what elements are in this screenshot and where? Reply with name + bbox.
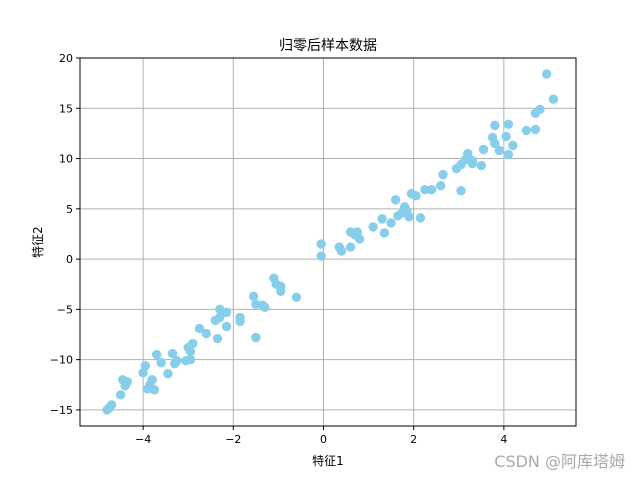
data-point: [291, 292, 302, 303]
y-axis-label: 特征2: [30, 226, 45, 258]
data-point: [476, 160, 487, 171]
data-point: [490, 138, 500, 149]
data-point: [115, 390, 126, 400]
data-point: [122, 377, 133, 387]
data-point: [185, 346, 196, 357]
y-tick-label: 0: [66, 253, 73, 266]
data-point: [147, 375, 157, 385]
y-tick-label: −10: [50, 354, 73, 367]
data-point: [163, 369, 173, 379]
y-tick-label: 20: [59, 52, 73, 65]
data-point: [345, 242, 356, 252]
data-point: [501, 131, 511, 142]
data-point: [151, 349, 162, 360]
data-point: [404, 212, 414, 222]
x-axis-label: 特征1: [312, 453, 344, 468]
data-point: [478, 144, 489, 155]
y-tick-label: −15: [50, 404, 73, 417]
data-point: [172, 355, 182, 366]
data-point: [438, 169, 448, 180]
data-point: [427, 185, 437, 195]
x-tick-label: 2: [410, 433, 417, 446]
data-point: [463, 148, 473, 159]
y-tick-label: 10: [59, 153, 73, 166]
data-point: [541, 69, 552, 79]
data-point: [140, 360, 151, 371]
data-point: [436, 180, 446, 191]
data-point: [386, 218, 396, 228]
data-point: [251, 332, 261, 343]
data-point: [221, 321, 232, 332]
data-points: [102, 69, 559, 415]
data-point: [456, 186, 466, 196]
data-point: [530, 124, 541, 135]
data-point: [275, 286, 286, 296]
data-point: [212, 333, 223, 344]
data-point: [467, 155, 477, 166]
data-point: [215, 312, 225, 323]
data-point: [503, 119, 514, 130]
data-point: [521, 125, 532, 136]
data-point: [490, 120, 500, 131]
data-point: [379, 228, 390, 238]
data-point: [336, 246, 347, 256]
data-point: [185, 354, 196, 365]
data-point: [194, 323, 205, 334]
data-point: [188, 338, 198, 349]
data-point: [415, 213, 426, 223]
data-point: [508, 140, 518, 151]
x-tick-label: −2: [225, 433, 241, 446]
data-point: [316, 239, 326, 249]
data-point: [377, 214, 387, 224]
data-point: [368, 222, 378, 232]
data-point: [548, 94, 559, 104]
data-point: [260, 302, 270, 313]
data-point: [503, 149, 514, 160]
data-point: [535, 104, 545, 114]
data-point: [420, 185, 430, 195]
y-tick-label: 5: [66, 203, 73, 216]
axis-ticks: −4 −2 0 2 4 −15 −10 −5 0 5 10 15 20: [50, 52, 508, 446]
x-tick-label: 4: [500, 433, 507, 446]
data-point: [316, 251, 326, 261]
data-point: [411, 191, 421, 201]
data-point: [235, 316, 245, 327]
x-tick-label: −4: [135, 433, 151, 446]
data-point: [221, 307, 232, 318]
watermark: CSDN @阿库塔姆: [494, 452, 625, 471]
data-point: [201, 328, 211, 339]
data-point: [156, 357, 166, 368]
data-point: [106, 400, 117, 410]
data-point: [494, 145, 505, 156]
data-point: [248, 291, 259, 301]
data-point: [167, 348, 178, 359]
chart-title: 归零后样本数据: [279, 37, 377, 54]
y-tick-label: 15: [59, 102, 73, 115]
data-point: [390, 195, 401, 205]
y-tick-label: −5: [57, 303, 73, 316]
plot-frame: [79, 57, 577, 427]
data-point: [354, 234, 365, 244]
data-point: [149, 385, 160, 395]
x-tick-label: 0: [320, 433, 327, 446]
